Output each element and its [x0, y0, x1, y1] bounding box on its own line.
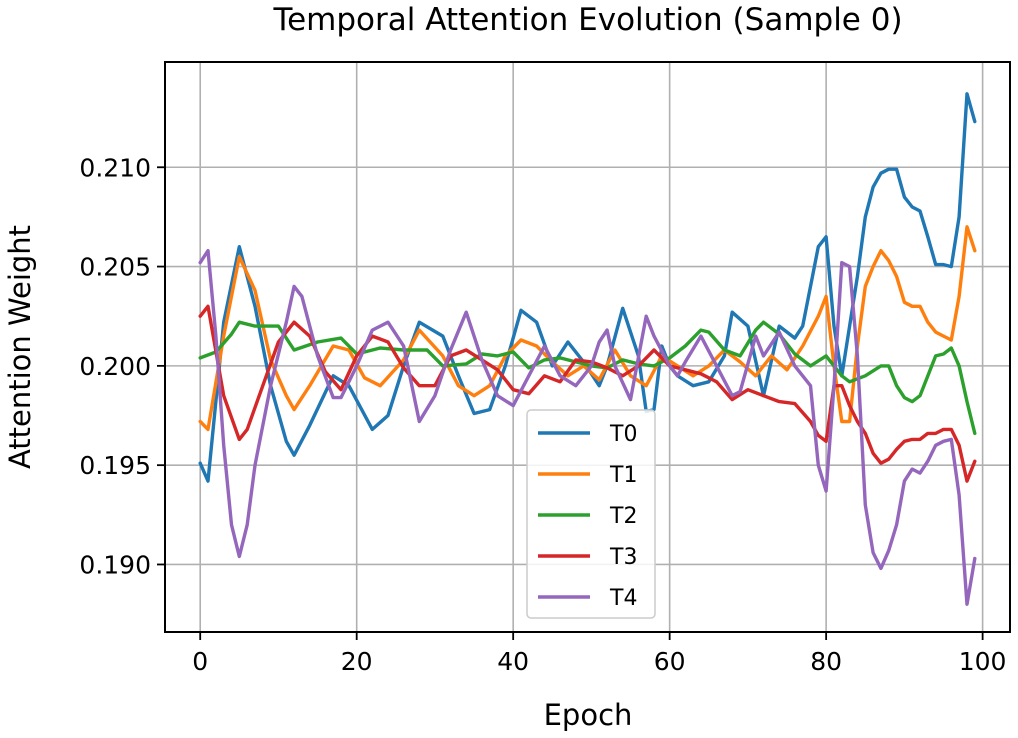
legend: T0 T1 T2 T3 T4	[526, 409, 656, 619]
legend-label-t3: T3	[609, 545, 637, 570]
series-line-t1	[198, 225, 977, 432]
y-tick-label: 0.195	[79, 451, 151, 480]
x-tick-label: 40	[497, 647, 529, 676]
legend-box	[526, 409, 656, 619]
y-tick-label: 0.200	[79, 352, 151, 381]
legend-label-t4: T4	[609, 586, 637, 611]
y-axis-ticks: 0.190 0.195 0.200 0.205 0.210	[79, 153, 165, 579]
legend-label-t2: T2	[609, 504, 637, 529]
x-tick-label: 80	[810, 647, 842, 676]
x-tick-label: 60	[654, 647, 686, 676]
y-tick-label: 0.210	[79, 153, 151, 182]
legend-label-t1: T1	[609, 463, 637, 488]
chart-title: Temporal Attention Evolution (Sample 0)	[272, 2, 902, 38]
x-axis-label: Epoch	[544, 698, 633, 732]
x-axis-ticks: 0 20 40 60 80 100	[192, 632, 1006, 676]
y-tick-label: 0.205	[79, 253, 151, 282]
x-tick-label: 0	[192, 647, 208, 676]
series-lines	[198, 92, 977, 606]
y-axis-label: Attention Weight	[3, 225, 37, 469]
y-tick-label: 0.190	[79, 550, 151, 579]
series-line-t4	[198, 248, 977, 606]
x-tick-label: 100	[959, 647, 1007, 676]
series-line-t3	[198, 304, 977, 483]
legend-label-t0: T0	[609, 422, 637, 447]
x-tick-label: 20	[341, 647, 373, 676]
plot-frame	[164, 61, 1011, 633]
